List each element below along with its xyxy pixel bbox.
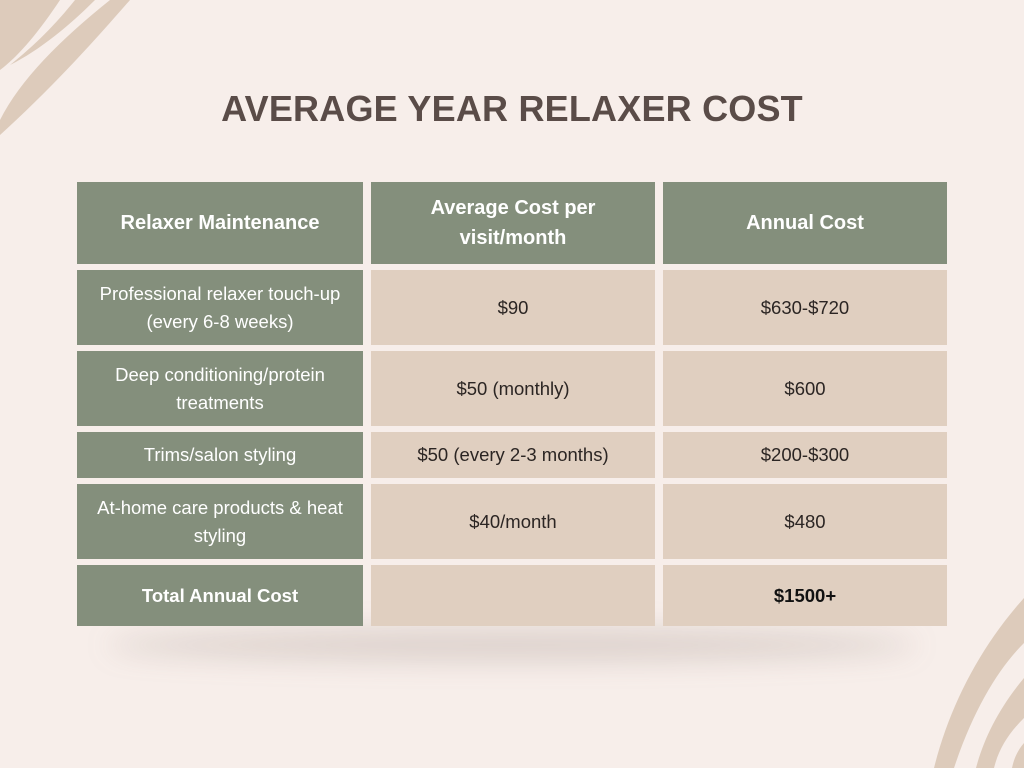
relaxer-cost-table: Relaxer Maintenance Average Cost per vis…	[77, 182, 947, 626]
header-relaxer-maintenance: Relaxer Maintenance	[77, 182, 363, 264]
page-title: AVERAGE YEAR RELAXER COST	[221, 88, 803, 129]
total-per-visit-cost	[371, 565, 655, 626]
table-header-row: Relaxer Maintenance Average Cost per vis…	[77, 182, 947, 270]
table-row: Deep conditioning/protein treatments $50…	[77, 351, 947, 432]
row-item-label: Professional relaxer touch-up (every 6-8…	[77, 270, 363, 345]
row-item-label: Trims/salon styling	[77, 432, 363, 478]
header-annual-cost: Annual Cost	[663, 182, 947, 264]
row-annual-cost: $200-$300	[663, 432, 947, 478]
row-per-visit-cost: $50 (every 2-3 months)	[371, 432, 655, 478]
table-row: At-home care products & heat styling $40…	[77, 484, 947, 565]
row-per-visit-cost: $90	[371, 270, 655, 345]
row-annual-cost: $480	[663, 484, 947, 559]
table-shadow	[107, 630, 917, 660]
decorative-leaf-shape-bottom-right	[934, 598, 1024, 768]
row-annual-cost: $630-$720	[663, 270, 947, 345]
row-per-visit-cost: $50 (monthly)	[371, 351, 655, 426]
row-item-label: At-home care products & heat styling	[77, 484, 363, 559]
row-item-label: Deep conditioning/protein treatments	[77, 351, 363, 426]
total-label: Total Annual Cost	[77, 565, 363, 626]
total-annual-cost: $1500+	[663, 565, 947, 626]
table-row: Trims/salon styling $50 (every 2-3 month…	[77, 432, 947, 484]
row-per-visit-cost: $40/month	[371, 484, 655, 559]
header-average-cost: Average Cost per visit/month	[371, 182, 655, 264]
table-total-row: Total Annual Cost $1500+	[77, 565, 947, 626]
decorative-leaf-shape-top-left	[0, 0, 130, 135]
table-row: Professional relaxer touch-up (every 6-8…	[77, 270, 947, 351]
row-annual-cost: $600	[663, 351, 947, 426]
cost-table-container: Relaxer Maintenance Average Cost per vis…	[77, 182, 947, 660]
